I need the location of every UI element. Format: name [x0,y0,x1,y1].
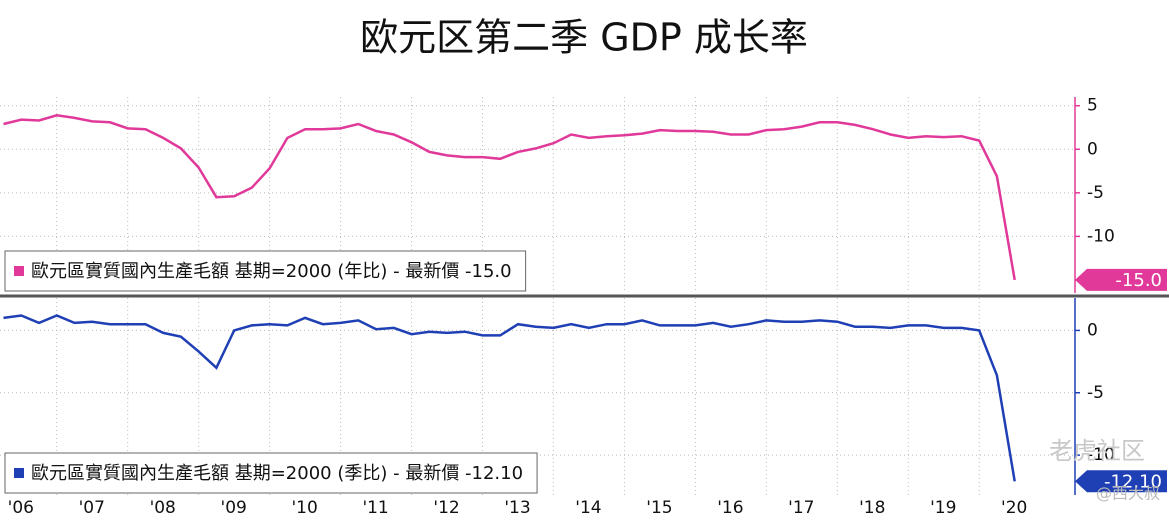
x-tick-label: '15 [646,498,672,518]
chart-title: 欧元区第二季 GDP 成长率 [360,16,808,60]
legend-label: 歐元區實質國內生產毛額 基期=2000 (季比) - 最新價 -12.10 [31,463,523,484]
x-tick-label: '19 [930,498,956,518]
watermark: 老虎社区 [1049,437,1145,465]
last-value-label: -15.0 [1115,270,1162,291]
legend-box [4,452,538,494]
legend: 歐元區實質國內生產毛額 基期=2000 (季比) - 最新價 -12.10 [4,452,538,494]
x-tick-label: '09 [221,498,247,518]
x-tick-label: '16 [717,498,743,518]
x-tick-label: '06 [8,498,34,518]
x-tick-label: '11 [362,498,388,518]
y-tick-label: 0 [1087,320,1098,340]
legend: 歐元區實質國內生產毛額 基期=2000 (年比) - 最新價 -15.0 [4,250,527,292]
y-tick-label: -10 [1087,226,1115,246]
legend-label: 歐元區實質國內生產毛額 基期=2000 (年比) - 最新價 -15.0 [31,261,512,282]
x-tick-label: '10 [291,498,317,518]
last-value-tag [1075,268,1167,291]
x-tick-label: '17 [788,498,814,518]
x-tick-label: '07 [79,498,105,518]
x-tick-label: '12 [433,498,459,518]
data-line [3,314,1016,482]
x-tick-label: '14 [575,498,601,518]
x-tick-label: '18 [859,498,885,518]
data-line [3,114,1016,281]
legend-swatch [14,266,24,276]
watermark: @西大叔 [1096,484,1160,503]
x-tick-label: '08 [150,498,176,518]
last-value-label: -12.10 [1104,471,1162,492]
x-tick-label: '20 [1001,498,1027,518]
y-tick-label: 5 [1087,96,1098,116]
legend-box [4,250,527,292]
y-tick-label: 0 [1087,139,1098,159]
legend-swatch [14,468,24,478]
y-tick-label: -5 [1087,183,1104,203]
last-value-tag [1075,470,1167,493]
y-tick-label: -5 [1087,383,1104,403]
x-tick-label: '13 [504,498,530,518]
y-tick-label: -10 [1087,445,1115,465]
